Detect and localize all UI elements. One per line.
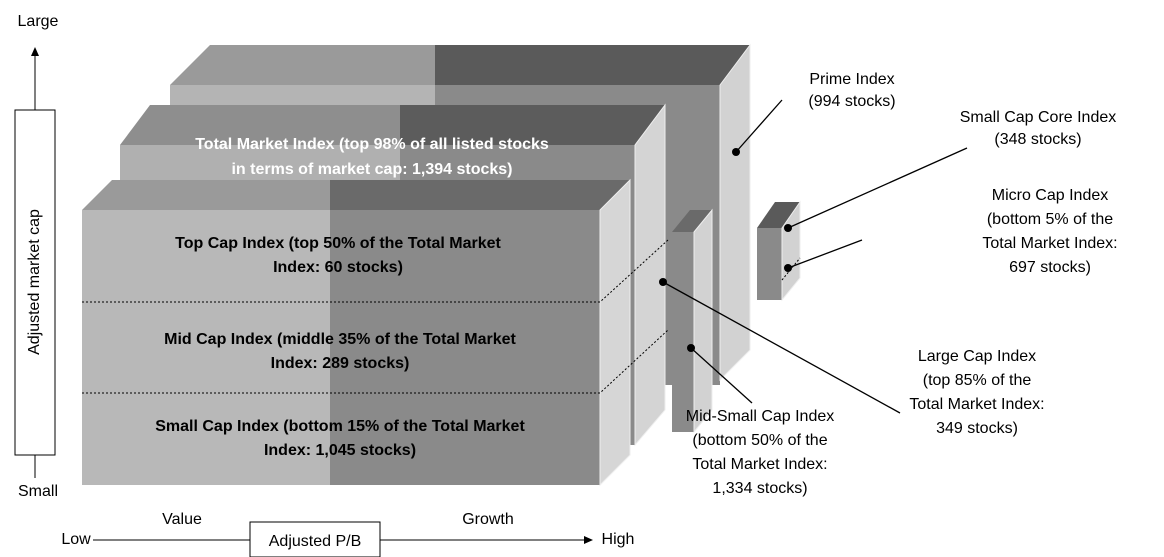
callout-label: (348 stocks)	[994, 131, 1081, 148]
axis-right: High	[602, 531, 635, 548]
callout-label: Total Market Index:	[692, 456, 827, 473]
mid-small-box	[672, 208, 713, 434]
callout-label: Large Cap Index	[918, 348, 1036, 365]
front-box	[82, 178, 669, 487]
box-label: Top Cap Index (top 50% of the Total Mark…	[175, 235, 501, 252]
callout-label: (994 stocks)	[808, 93, 895, 110]
divider	[781, 257, 801, 281]
axis-value: Value	[162, 511, 202, 528]
horizontal-axis	[93, 521, 593, 557]
vertical-axis	[14, 47, 56, 478]
callout-label: 1,334 stocks)	[712, 480, 807, 497]
callout-label: (top 85% of the	[923, 372, 1032, 389]
axis-top: Large	[18, 13, 59, 30]
axis-growth: Growth	[462, 511, 514, 528]
axis-label: Adjusted P/B	[269, 533, 362, 550]
box-label: Mid Cap Index (middle 35% of the Total M…	[164, 331, 516, 348]
axis-left: Low	[61, 531, 91, 548]
callout-label: Micro Cap Index	[992, 187, 1109, 204]
callout-label: 697 stocks)	[1009, 259, 1091, 276]
labels: Total Market Index (top 98% of all liste…	[155, 71, 1117, 497]
callout-label: Total Market Index:	[982, 235, 1117, 252]
callout-label: Mid-Small Cap Index	[686, 408, 835, 425]
box-label: Index: 60 stocks)	[273, 259, 403, 276]
axis-label: Adjusted market cap	[26, 209, 43, 355]
callout-label: Prime Index	[809, 71, 894, 88]
callout-lines	[662, 99, 968, 414]
box-label: Index: 289 stocks)	[271, 355, 410, 372]
axis-bottom: Small	[18, 483, 58, 500]
divider	[82, 329, 669, 394]
divider	[82, 239, 669, 303]
micro-box	[757, 200, 801, 302]
callout-label: Small Cap Core Index	[960, 109, 1117, 126]
box-label: Small Cap Index (bottom 15% of the Total…	[155, 418, 525, 435]
box-label: Index: 1,045 stocks)	[264, 442, 416, 459]
box-label: Total Market Index (top 98% of all liste…	[195, 136, 549, 153]
callout-label: (bottom 50% of the	[692, 432, 827, 449]
callout-label: Total Market Index:	[909, 396, 1044, 413]
callout-dots	[659, 148, 792, 352]
box-label: in terms of market cap: 1,394 stocks)	[231, 161, 512, 178]
callout-label: 349 stocks)	[936, 420, 1018, 437]
callout-label: (bottom 5% of the	[987, 211, 1113, 228]
